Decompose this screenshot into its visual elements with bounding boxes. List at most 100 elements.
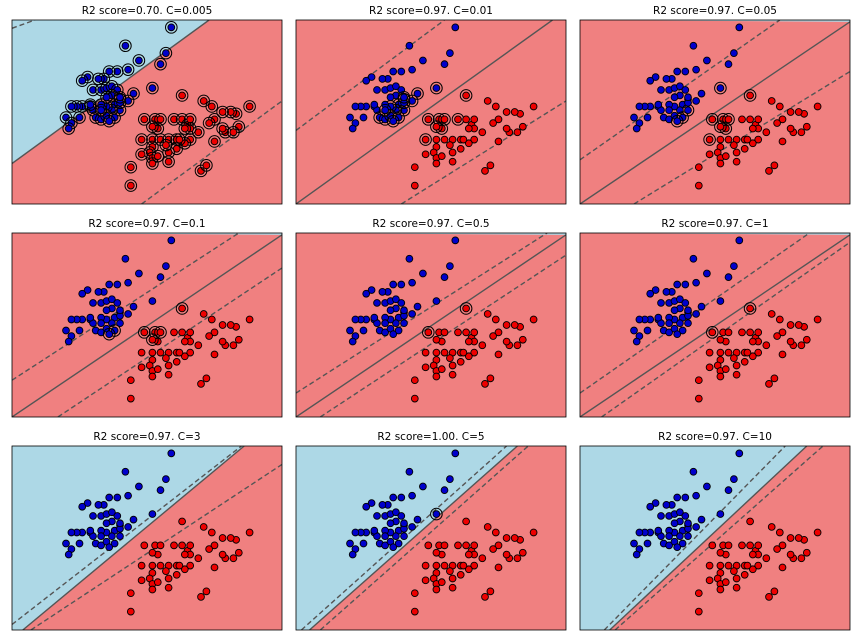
support-vector-ring [430, 81, 443, 95]
red-class-point [234, 548, 243, 557]
blue-class-point [105, 330, 114, 339]
blue-class-point [94, 75, 103, 83]
blue-class-point [162, 262, 170, 270]
red-class-point [164, 583, 173, 592]
red-class-point [786, 337, 795, 346]
red-class-point [126, 394, 135, 403]
red-class-point [194, 341, 203, 350]
support-vector-ring [154, 57, 167, 71]
red-class-point [721, 152, 730, 161]
blue-class-point [89, 299, 97, 307]
blue-class-point [108, 532, 116, 541]
blue-class-point [451, 236, 460, 245]
red-class-point [462, 115, 470, 124]
red-class-point [775, 528, 784, 537]
red-class-point [186, 348, 195, 357]
red-class-point [205, 119, 213, 127]
red-class-point [765, 167, 773, 175]
blue-class-point [367, 286, 376, 294]
red-class-point [765, 380, 773, 388]
blue-class-point [681, 512, 690, 520]
blue-class-point [113, 512, 122, 520]
red-class-point [716, 159, 725, 168]
support-vector-ring [154, 113, 167, 126]
red-class-point [462, 91, 470, 100]
red-class-point [486, 587, 495, 596]
red-class-point [432, 335, 441, 344]
support-vector-ring [703, 133, 716, 146]
red-class-point [162, 141, 170, 149]
blue-class-point [703, 269, 711, 278]
red-class-point [510, 534, 519, 542]
blue-class-point [113, 299, 122, 307]
decision-boundary-line [296, 20, 553, 204]
red-class-point [773, 545, 781, 553]
blue-class-point [97, 319, 105, 328]
red-class-point [489, 332, 497, 340]
red-class-point [802, 548, 811, 557]
red-class-point [186, 115, 195, 124]
red-class-point [481, 593, 489, 601]
support-vector-ring [430, 120, 443, 134]
red-class-point [502, 550, 511, 559]
red-class-point [743, 561, 752, 570]
blue-class-point [86, 526, 95, 535]
red-class-point [762, 128, 771, 137]
red-class-point [448, 574, 457, 583]
margin-line-lower [614, 446, 824, 630]
margin-line-lower [141, 100, 282, 204]
support-vector-ring [162, 155, 175, 168]
blue-class-point [651, 73, 660, 81]
red-class-point [218, 108, 227, 116]
red-class-point [459, 561, 468, 570]
blue-class-point [94, 288, 103, 296]
blue-class-point [413, 89, 422, 98]
blue-class-point [724, 273, 733, 282]
support-vector-ring [243, 100, 256, 113]
red-class-point [743, 348, 752, 357]
red-class-point [140, 328, 149, 337]
blue-class-point [684, 93, 692, 102]
blue-class-point [367, 499, 376, 507]
red-class-point [170, 541, 178, 550]
blue-class-point [632, 337, 641, 346]
blue-class-point [113, 493, 122, 502]
margin-line-lower [400, 100, 566, 204]
blue-class-point [64, 337, 73, 346]
blue-class-point [408, 278, 416, 287]
blue-class-point [97, 328, 105, 337]
red-class-point [170, 115, 178, 124]
red-class-point [126, 607, 135, 616]
red-class-point [748, 139, 757, 148]
blue-class-point [359, 326, 368, 335]
blue-class-point [716, 510, 725, 518]
blue-class-point [394, 326, 403, 335]
support-vector-ring [419, 133, 432, 146]
red-class-point [478, 341, 487, 350]
red-class-point [202, 374, 211, 383]
red-class-point [694, 163, 703, 172]
red-class-point [802, 335, 811, 344]
red-class-point [153, 152, 162, 161]
plot-frame [579, 19, 851, 205]
red-class-point [446, 354, 454, 362]
blue-class-point [392, 82, 400, 91]
red-class-point [740, 357, 749, 366]
blue-class-point [405, 467, 414, 476]
blue-class-point [632, 124, 641, 133]
blue-class-point [692, 523, 700, 531]
blue-class-point [440, 486, 449, 495]
decision-boundary-line [22, 446, 245, 630]
red-class-point [470, 561, 479, 570]
red-class-point [410, 589, 419, 598]
blue-class-point [67, 102, 76, 111]
support-vector-ring [84, 98, 97, 111]
red-class-point [705, 348, 714, 357]
blue-class-point [386, 93, 395, 102]
blue-class-point [657, 86, 665, 94]
blue-class-point [397, 493, 406, 502]
red-class-point [746, 115, 754, 124]
red-class-point [786, 534, 795, 542]
blue-class-point [676, 319, 684, 328]
red-class-point [410, 163, 419, 172]
